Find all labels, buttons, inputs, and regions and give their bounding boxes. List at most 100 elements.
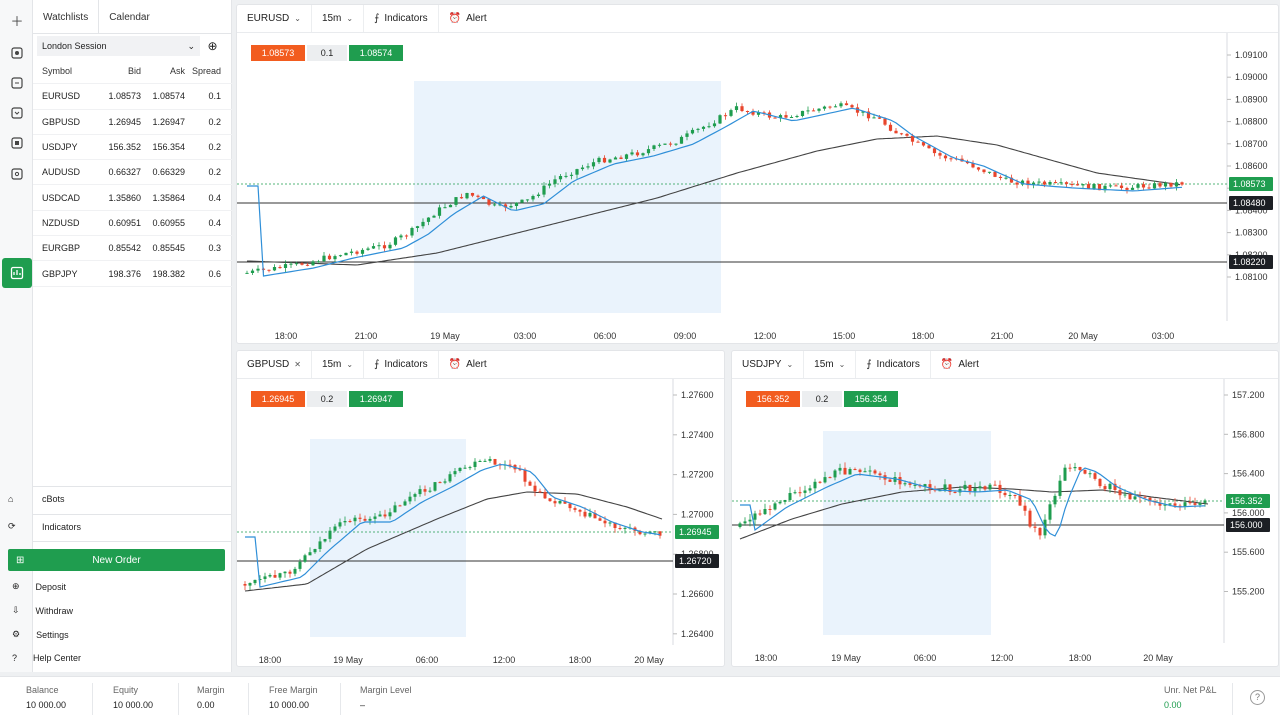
candle — [833, 470, 837, 478]
candle — [843, 467, 847, 475]
indicators-button[interactable]: ⨍ Indicators — [364, 351, 439, 378]
column-header-spread[interactable]: Spread — [191, 66, 221, 77]
help-icon[interactable]: ? — [1250, 690, 1265, 705]
table-row[interactable]: USDCAD 1.35860 1.35864 0.4 — [33, 185, 232, 211]
quote-box: 1.08573 0.1 1.08574 — [251, 45, 403, 61]
candle — [863, 471, 867, 473]
new-order-button[interactable]: ⊞ New Order — [8, 549, 225, 571]
x-tick-label: 19 May — [333, 655, 363, 665]
timeframe-select[interactable]: 15m ⌄ — [804, 351, 857, 378]
candle — [563, 500, 567, 504]
table-header: Symbol Bid Ask Spread — [33, 59, 232, 85]
sell-button[interactable]: 1.26945 — [251, 391, 305, 407]
withdraw-button[interactable]: ⇩ Withdraw — [12, 605, 73, 616]
candle — [313, 549, 317, 553]
deals-icon[interactable] — [6, 102, 28, 124]
candle — [283, 571, 287, 574]
alert-button[interactable]: ⏰ Alert — [931, 351, 989, 378]
column-header-bid[interactable]: Bid — [127, 66, 141, 77]
sidebar-item-indicators[interactable]: ⟳ Indicators — [8, 521, 81, 532]
candle — [1180, 182, 1184, 185]
candle — [690, 129, 695, 134]
candle — [723, 115, 728, 117]
settings-button[interactable]: ⚙ Settings — [12, 629, 69, 640]
candle — [338, 255, 343, 257]
orders-icon[interactable] — [6, 72, 28, 94]
table-row[interactable]: EURUSD 1.08573 1.08574 0.1 — [33, 84, 232, 110]
candle — [399, 235, 403, 238]
positions-icon[interactable] — [6, 42, 28, 64]
candle — [465, 193, 469, 199]
x-tick-label: 18:00 — [275, 331, 298, 341]
candle — [1068, 467, 1072, 469]
help-center-button[interactable]: ? Help Center — [12, 653, 81, 663]
unrealized-pnl: Unr. Net P&L 0.00 — [1164, 685, 1217, 710]
chevron-down-icon: ⌄ — [786, 360, 794, 369]
candle — [1053, 182, 1058, 183]
table-row[interactable]: NZDUSD 0.60951 0.60955 0.4 — [33, 211, 232, 237]
alert-button[interactable]: ⏰ Alert — [439, 351, 497, 378]
cell-bid: 0.66327 — [108, 167, 141, 178]
buy-button[interactable]: 156.354 — [844, 391, 898, 407]
y-tick-label: 155.600 — [1232, 547, 1265, 557]
table-row[interactable]: USDJPY 156.352 156.354 0.2 — [33, 135, 232, 161]
candle — [1013, 495, 1017, 496]
pin-icon[interactable]: ⊕ — [207, 39, 218, 53]
watchlist-icon[interactable] — [2, 258, 32, 288]
y-tick-label: 1.08700 — [1235, 139, 1268, 149]
timeframe-label: 15m — [321, 359, 342, 370]
table-row[interactable]: EURGBP 0.85542 0.85545 0.3 — [33, 236, 232, 262]
transactions-icon[interactable] — [6, 163, 28, 185]
indicators-button[interactable]: ⨍ Indicators — [856, 351, 931, 378]
plus-icon[interactable]: ＋ — [10, 13, 24, 29]
cell-bid: 198.376 — [108, 268, 141, 279]
tab-calendar[interactable]: Calendar — [109, 12, 150, 23]
candle — [679, 136, 684, 144]
tab-watchlists[interactable]: Watchlists — [33, 0, 100, 33]
candle — [806, 110, 810, 112]
candle — [1048, 504, 1052, 520]
candle — [674, 143, 678, 145]
candle — [283, 264, 288, 268]
close-icon[interactable]: ✕ — [294, 360, 301, 369]
candle — [1086, 184, 1091, 189]
candle — [1064, 182, 1069, 184]
sell-button[interactable]: 1.08573 — [251, 45, 305, 61]
symbol-select[interactable]: USDJPY ⌄ — [732, 351, 805, 378]
candle — [668, 143, 673, 145]
candle — [888, 124, 893, 131]
deposit-button[interactable]: ⊕ Deposit — [12, 581, 66, 592]
timeframe-select[interactable]: 15m ⌄ — [312, 351, 365, 378]
symbol-select[interactable]: EURUSD ⌄ — [237, 5, 312, 32]
candle — [366, 248, 370, 250]
timeframe-select[interactable]: 15m ⌄ — [312, 5, 365, 32]
indicators-button[interactable]: ⨍ Indicators — [364, 5, 439, 32]
candle — [355, 251, 359, 254]
buy-button[interactable]: 1.08574 — [349, 45, 403, 61]
candle — [558, 176, 563, 180]
symbol-select[interactable]: GBPUSD ✕ — [237, 351, 312, 378]
candle — [1037, 181, 1041, 183]
sidebar-item-cbots[interactable]: ⌂ cBots — [8, 494, 65, 504]
cell-spread: 0.6 — [208, 268, 221, 279]
table-row[interactable]: GBPJPY 198.376 198.382 0.6 — [33, 261, 232, 287]
table-row[interactable]: GBPUSD 1.26945 1.26947 0.2 — [33, 110, 232, 135]
chart-usdjpy[interactable]: 157.200 156.800 156.400 156.000 155.600 155.2… — [732, 379, 1278, 666]
column-header-ask[interactable]: Ask — [169, 66, 185, 77]
history-icon[interactable] — [6, 132, 28, 154]
chart-gbpusd[interactable]: 1.276001.274001.272001.270001.268001.266… — [237, 379, 724, 666]
x-tick-label: 18:00 — [569, 655, 592, 665]
chevron-down-icon: ⌄ — [346, 360, 354, 369]
x-tick-label: 06:00 — [594, 331, 617, 341]
alert-label: Alert — [466, 13, 487, 24]
session-select[interactable]: London Session ⌄ — [37, 36, 200, 56]
alert-button[interactable]: ⏰ Alert — [439, 5, 497, 32]
y-tick-label: 1.08900 — [1235, 94, 1268, 104]
chart-eurusd[interactable]: 1.09100 1.09000 1.08900 1.08800 1.08700 1.086… — [237, 33, 1278, 343]
column-header-symbol[interactable]: Symbol — [42, 66, 73, 77]
candle — [657, 144, 662, 146]
sell-button[interactable]: 156.352 — [746, 391, 800, 407]
candle — [432, 215, 436, 218]
table-row[interactable]: AUDUSD 0.66327 0.66329 0.2 — [33, 160, 232, 186]
buy-button[interactable]: 1.26947 — [349, 391, 403, 407]
